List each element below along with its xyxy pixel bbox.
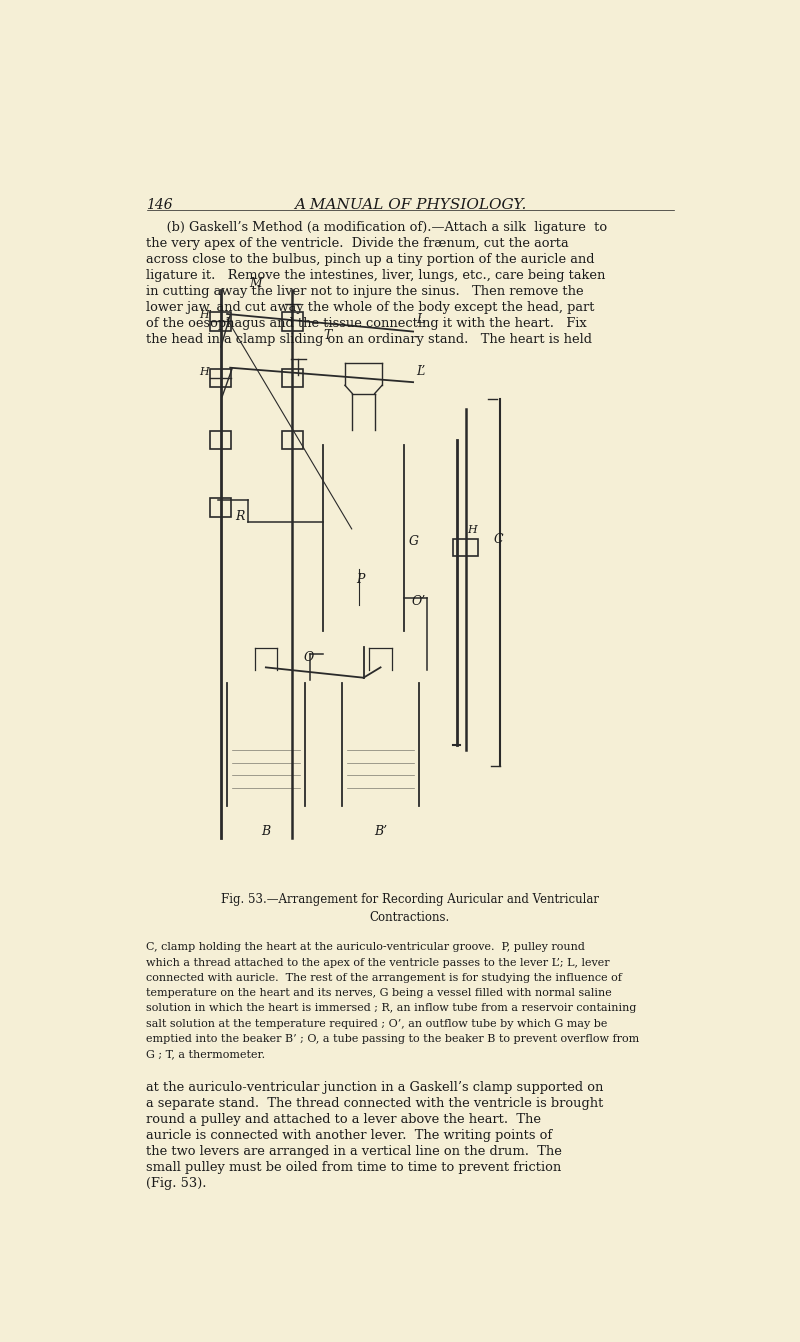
- Text: 146: 146: [146, 199, 173, 212]
- Bar: [210, 369, 231, 388]
- Text: salt solution at the temperature required ; O’, an outflow tube by which G may b: salt solution at the temperature require…: [146, 1019, 608, 1029]
- Bar: [210, 498, 231, 517]
- Text: the very apex of the ventricle.  Divide the frænum, cut the aorta: the very apex of the ventricle. Divide t…: [146, 238, 569, 250]
- Text: G: G: [409, 535, 418, 549]
- Text: A MANUAL OF PHYSIOLOGY.: A MANUAL OF PHYSIOLOGY.: [294, 199, 526, 212]
- Text: temperature on the heart and its nerves, G being a vessel filled with normal sal: temperature on the heart and its nerves,…: [146, 988, 612, 998]
- Bar: [282, 369, 302, 388]
- Text: solution in which the heart is immersed ; R, an inflow tube from a reservoir con: solution in which the heart is immersed …: [146, 1004, 637, 1013]
- Text: H: H: [468, 525, 478, 535]
- Text: O: O: [303, 651, 314, 664]
- Text: ligature it.   Remove the intestines, liver, lungs, etc., care being taken: ligature it. Remove the intestines, live…: [146, 268, 606, 282]
- Text: B’: B’: [374, 825, 387, 837]
- Text: G ; T, a thermometer.: G ; T, a thermometer.: [146, 1049, 266, 1059]
- Text: the head in a clamp sliding on an ordinary stand.   The heart is held: the head in a clamp sliding on an ordina…: [146, 333, 593, 346]
- Text: of the oesophagus and the tissue connecting it with the heart.   Fix: of the oesophagus and the tissue connect…: [146, 317, 587, 330]
- Text: emptied into the beaker B’ ; O, a tube passing to the beaker B to prevent overfl: emptied into the beaker B’ ; O, a tube p…: [146, 1033, 640, 1044]
- Text: M: M: [249, 276, 262, 290]
- Text: auricle is connected with another lever.  The writing points of: auricle is connected with another lever.…: [146, 1129, 553, 1142]
- Text: in cutting away the liver not to injure the sinus.   Then remove the: in cutting away the liver not to injure …: [146, 285, 584, 298]
- Text: P: P: [356, 573, 365, 585]
- Text: Fig. 53.—Arrangement for Recording Auricular and Ventricular
Contractions.: Fig. 53.—Arrangement for Recording Auric…: [221, 892, 599, 923]
- Text: O’: O’: [411, 596, 426, 608]
- Text: H: H: [199, 366, 209, 377]
- Text: R: R: [235, 510, 245, 522]
- Bar: [282, 431, 302, 450]
- Text: (Fig. 53).: (Fig. 53).: [146, 1177, 207, 1190]
- Text: round a pulley and attached to a lever above the heart.  The: round a pulley and attached to a lever a…: [146, 1113, 542, 1126]
- Text: lower jaw, and cut away the whole of the body except the head, part: lower jaw, and cut away the whole of the…: [146, 301, 595, 314]
- Text: a separate stand.  The thread connected with the ventricle is brought: a separate stand. The thread connected w…: [146, 1098, 604, 1110]
- Text: across close to the bulbus, pinch up a tiny portion of the auricle and: across close to the bulbus, pinch up a t…: [146, 254, 595, 266]
- Text: connected with auricle.  The rest of the arrangement is for studying the influen: connected with auricle. The rest of the …: [146, 973, 622, 982]
- Text: small pulley must be oiled from time to time to prevent friction: small pulley must be oiled from time to …: [146, 1161, 562, 1174]
- Text: L’: L’: [416, 365, 426, 378]
- Text: H: H: [199, 310, 209, 321]
- Text: T: T: [323, 329, 331, 342]
- Text: (b) Gaskell’s Method (a modification of).—Attach a silk  ligature  to: (b) Gaskell’s Method (a modification of)…: [146, 221, 608, 234]
- Bar: [454, 539, 478, 556]
- Text: C, clamp holding the heart at the auriculo-ventricular groove.  P, pulley round: C, clamp holding the heart at the auricu…: [146, 942, 586, 953]
- Text: L: L: [416, 313, 425, 326]
- Text: the two levers are arranged in a vertical line on the drum.  The: the two levers are arranged in a vertica…: [146, 1145, 562, 1158]
- Text: at the auriculo-ventricular junction in a Gaskell’s clamp supported on: at the auriculo-ventricular junction in …: [146, 1082, 604, 1094]
- Bar: [210, 311, 231, 330]
- Text: C: C: [494, 533, 503, 546]
- Text: B: B: [262, 825, 270, 837]
- Text: which a thread attached to the apex of the ventricle passes to the lever L’; L, : which a thread attached to the apex of t…: [146, 958, 610, 968]
- Bar: [210, 431, 231, 450]
- Bar: [282, 311, 302, 330]
